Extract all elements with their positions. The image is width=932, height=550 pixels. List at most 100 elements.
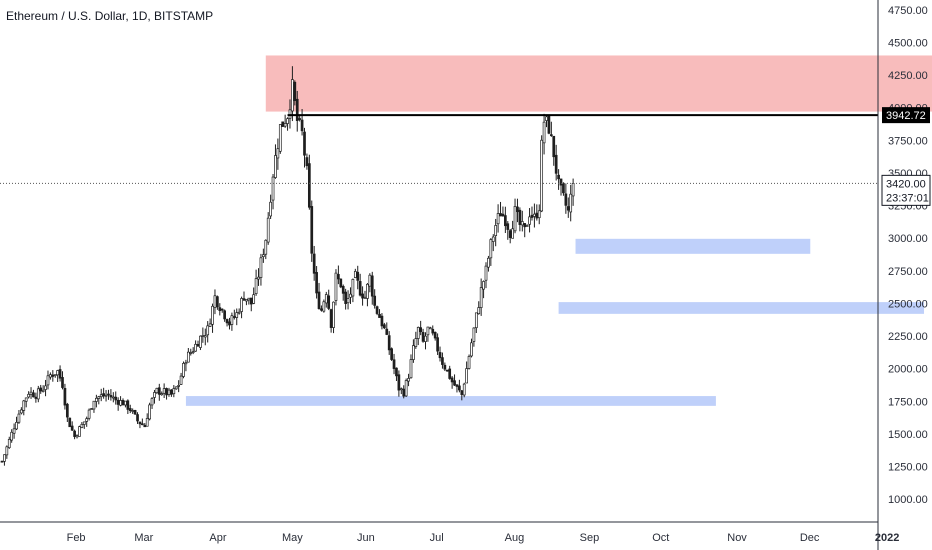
candle-body [402,388,406,397]
candle-body [240,298,243,312]
candle-body [92,400,96,410]
candle-body [286,118,289,124]
candle-body [283,123,287,127]
candle-body [375,306,379,314]
candle-body [29,391,33,395]
candle-body [474,312,478,329]
candle-body [22,400,26,411]
candle-body [332,301,335,328]
y-tick-label: 2250.00 [888,331,928,343]
candle-body [368,274,372,287]
candle-body [126,400,130,410]
candle-body [344,291,347,304]
candle-body [537,210,541,219]
candle-body [145,418,149,427]
candle-body [230,315,234,325]
candle-body [428,327,432,330]
candle-body [61,377,64,388]
candle-body [247,297,251,301]
resistance-price-label: 3942.72 [886,110,926,122]
candle-body [499,213,502,217]
candle-body [373,295,377,306]
candle-body [150,398,154,406]
candle-body [441,357,444,365]
candle-body [433,331,437,339]
candle-body [136,414,139,422]
candle-body [520,221,524,226]
candles-layer [0,66,575,466]
candle-body [380,315,384,327]
candle-body [315,272,318,294]
candle-body [431,328,435,334]
candle-body [530,214,534,218]
candle-body [487,257,490,268]
candle-body [203,335,207,338]
countdown-label: 23:37:01 [886,192,929,204]
candle-body [264,239,268,255]
candle-body [366,283,369,299]
candle-body [426,326,430,336]
x-tick-label: May [282,532,303,544]
candle-body [201,335,205,337]
chart-title: Ethereum / U.S. Dollar, 1D, BITSTAMP [6,9,213,23]
candle-body [356,271,360,281]
candle-body [337,274,340,280]
candle-body [44,385,47,390]
candle-body [293,81,297,101]
candle-body [484,265,488,281]
candle-body [424,335,427,342]
candle-body [562,183,565,194]
candle-body [419,327,423,333]
candle-body [554,154,558,174]
candle-body [303,131,306,156]
candle-body [90,408,93,410]
candle-body [542,121,546,144]
candle-body [49,374,52,378]
candle-body [489,239,493,259]
candle-body [421,332,425,342]
x-tick-label: Dec [800,532,820,544]
candle-body [191,351,195,353]
support-zone [558,302,925,314]
candle-body [295,98,299,121]
y-tick-label: 1500.00 [888,429,928,441]
candle-body [174,386,178,390]
candle-body [383,324,386,329]
candle-body [213,295,217,308]
x-tick-label: Jun [357,532,375,544]
candle-body [399,388,403,391]
candle-body [220,308,224,311]
candle-body [228,321,231,326]
candle-body [274,155,277,178]
candle-body [39,387,43,392]
candle-body [75,435,79,438]
candle-body [467,356,471,369]
candle-body [172,388,176,395]
candle-body [252,294,256,304]
candle-body [41,389,45,392]
candle-body [177,385,181,387]
candle-body [68,417,72,428]
candle-body [504,215,507,227]
candle-body [153,392,156,398]
candle-body [387,335,391,351]
candle-body [445,369,449,372]
candle-body [148,404,151,420]
candle-body [266,217,270,243]
candle-body [73,430,76,437]
candle-body [235,312,239,318]
candle-body [124,400,127,406]
candle-body [329,309,333,328]
candle-body [513,206,517,232]
candle-body [341,285,345,294]
time-axis[interactable]: Feb Mar Apr May Jun Jul Aug Sep Oct Nov Dec 2022 [67,532,900,544]
candle-body [496,213,500,225]
candle-body [24,397,28,402]
candle-body [99,394,103,398]
candle-body [462,383,466,396]
x-tick-label: Oct [652,532,669,544]
candle-body [34,396,38,399]
candle-body [390,348,393,360]
candle-body [334,272,338,301]
